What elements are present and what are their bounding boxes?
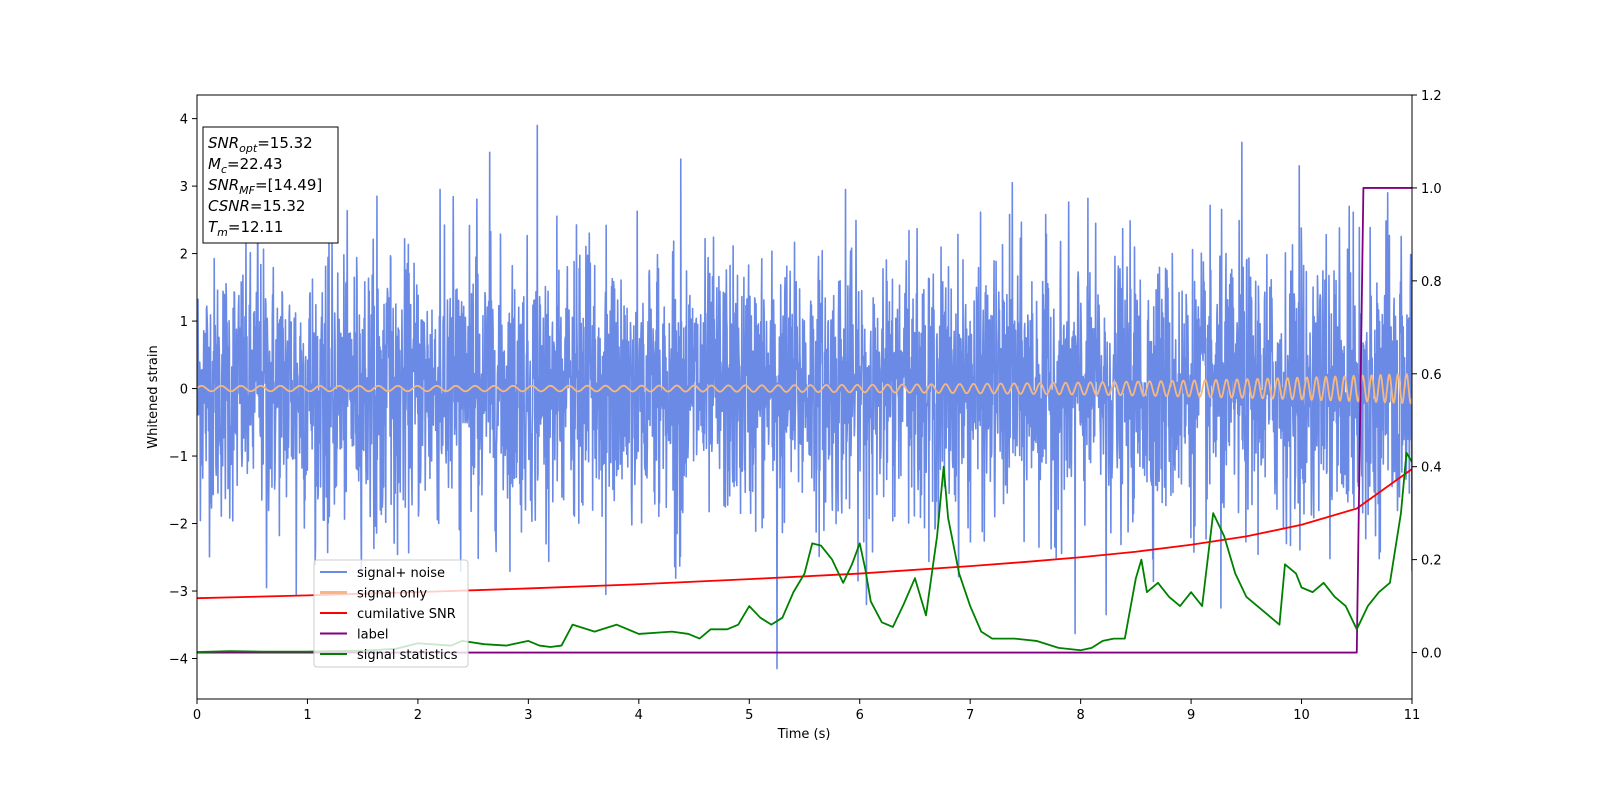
left-y-tick-label: −1 [169, 450, 188, 465]
legend-entry: cumilative SNR [357, 607, 456, 622]
left-y-tick-label: 0 [180, 383, 188, 398]
left-y-tick-label: 4 [180, 113, 188, 128]
series-layer [197, 124, 1412, 670]
left-y-tick-label: −2 [169, 518, 188, 533]
series-line-label [197, 187, 1412, 654]
right-y-axis: 0.0 0.2 0.4 0.6 0.8 1.0 1.2 [1412, 89, 1442, 662]
left-y-tick-label: 1 [180, 315, 188, 330]
info-box-line: CSNR=15.32 [208, 197, 305, 215]
info-box-symbol: M [208, 155, 221, 173]
info-box: SNRopt=15.32Mc=22.43SNRMF=[14.49]CSNR=15… [202, 126, 339, 244]
left-y-tick-label: 2 [180, 248, 188, 263]
x-tick-label: 5 [745, 708, 753, 723]
series-line-signal-only [197, 373, 1412, 405]
info-box-value: =12.11 [228, 218, 284, 236]
x-tick-label: 9 [1187, 708, 1195, 723]
x-axis: 0 1 2 3 4 5 6 7 8 9 10 11 [193, 699, 1420, 723]
info-box-symbol: T [208, 218, 219, 236]
info-box-symbol: SNR [208, 134, 239, 152]
series-line-cumilative-snr [197, 468, 1412, 600]
x-tick-label: 6 [856, 708, 864, 723]
left-y-axis: −4 −3 −2 −1 0 1 2 3 4 [169, 113, 197, 668]
info-box-subscript: m [217, 226, 228, 239]
right-y-tick-label: 0.4 [1421, 461, 1442, 476]
legend-entry: signal statistics [357, 648, 458, 663]
left-y-axis-label: Whitened strain [146, 345, 161, 448]
x-tick-label: 2 [414, 708, 422, 723]
left-y-tick-label: −3 [169, 585, 188, 600]
info-box-subscript: MF [239, 184, 255, 197]
right-y-tick-label: 0.8 [1421, 275, 1442, 290]
x-tick-label: 4 [635, 708, 643, 723]
x-axis-label: Time (s) [777, 727, 831, 742]
info-box-line: SNRopt=15.32 [208, 134, 313, 155]
x-tick-label: 10 [1293, 708, 1310, 723]
plot-frame [196, 94, 1413, 700]
legend-frame [313, 559, 469, 668]
x-tick-label: 1 [303, 708, 311, 723]
right-y-tick-label: 1.2 [1421, 89, 1442, 104]
series-line-signal-noise [197, 124, 1412, 670]
info-box-line: Mc=22.43 [208, 155, 283, 176]
x-tick-label: 11 [1404, 708, 1421, 723]
info-box-symbol: CSNR [208, 197, 250, 215]
x-tick-label: 0 [193, 708, 201, 723]
left-y-tick-label: −4 [169, 653, 188, 668]
right-y-tick-label: 0.2 [1421, 554, 1442, 569]
right-y-tick-label: 0.6 [1421, 368, 1442, 383]
x-tick-label: 3 [524, 708, 532, 723]
legend: signal+ noise signal only cumilative SNR la… [313, 559, 469, 668]
series-line-signal-statistics [197, 451, 1412, 653]
info-box-value: =15.32 [257, 134, 313, 152]
left-y-tick-label: 3 [180, 180, 188, 195]
info-box-line: Tm=12.11 [208, 218, 283, 239]
info-box-subscript: opt [239, 142, 258, 155]
info-box-line: SNRMF=[14.49] [208, 176, 322, 197]
legend-entry: signal only [357, 587, 427, 602]
info-box-value: =[14.49] [255, 176, 322, 194]
info-box-value: =15.32 [250, 197, 306, 215]
legend-entry: label [357, 628, 388, 643]
info-box-frame [202, 126, 339, 244]
right-y-tick-label: 0.0 [1421, 647, 1442, 662]
legend-entry: signal+ noise [357, 566, 445, 581]
info-box-value: =22.43 [227, 155, 283, 173]
x-tick-label: 8 [1076, 708, 1084, 723]
right-y-tick-label: 1.0 [1421, 182, 1442, 197]
info-box-symbol: SNR [208, 176, 239, 194]
info-box-subscript: c [221, 163, 227, 176]
x-tick-label: 7 [966, 708, 974, 723]
